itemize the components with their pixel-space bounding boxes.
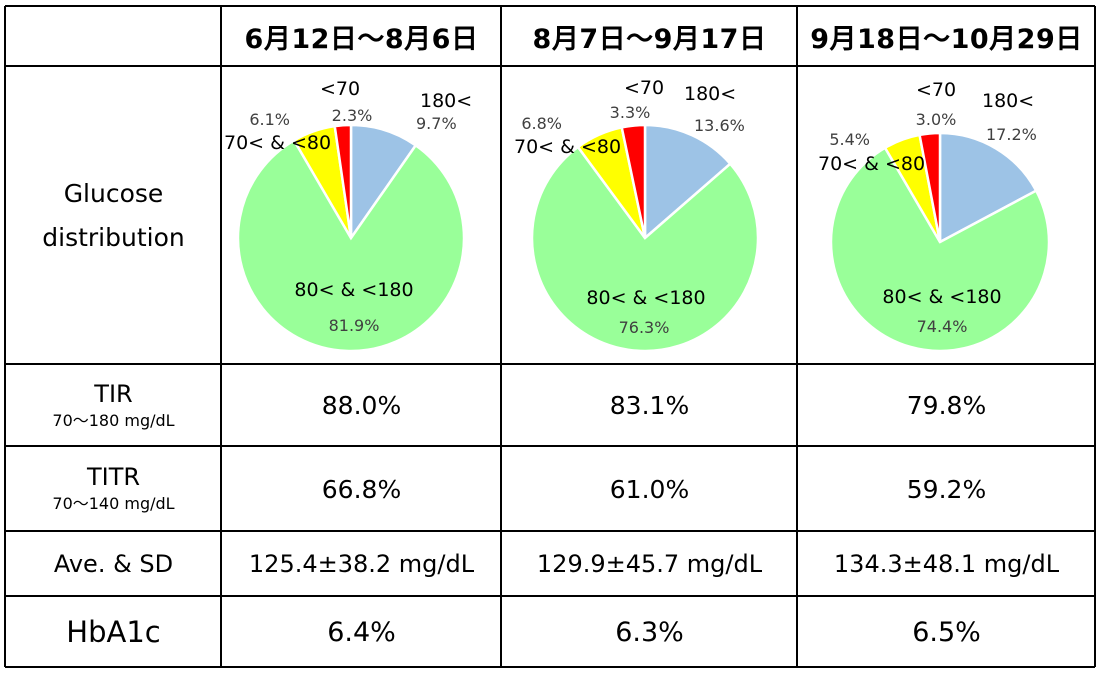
pie2-category-label-very-low: <70 <box>624 77 664 99</box>
pie2-slice-high <box>643 123 732 241</box>
tir-value-3: 79.8% <box>906 391 987 420</box>
hba1c-value-1: 6.4% <box>327 616 396 648</box>
period-header-3: 9月18日〜10月29日 <box>810 24 1083 55</box>
pie2-category-label-high: 180< <box>684 83 736 105</box>
pie3-category-label-high: 180< <box>982 90 1034 112</box>
hba1c-value-3: 6.5% <box>912 616 981 648</box>
pie1-category-label-in-range: 80< & <180 <box>294 279 413 301</box>
pie3-slice-very-low <box>918 131 942 243</box>
pie3-category-label-in-range: 80< & <180 <box>882 286 1001 308</box>
period-header-2: 8月7日〜9月17日 <box>532 24 767 55</box>
titr-label-main: TITR <box>86 463 141 491</box>
tir-label-range: 70〜180 mg/dL <box>52 410 175 430</box>
titr-value-2: 61.0% <box>609 474 690 504</box>
average-value-1: 125.4±38.2 mg/dL <box>248 550 475 578</box>
pie1-slice-in-range <box>236 138 466 353</box>
period-header-1: 6月12日〜8月6日 <box>244 24 479 55</box>
pie3-value-label-very-low: 3.0% <box>916 110 957 129</box>
pie2-value-label-low-70-80: 6.8% <box>521 114 562 133</box>
titr-value-3: 59.2% <box>906 474 987 504</box>
pie2-value-label-in-range: 76.3% <box>619 318 670 337</box>
average-value-3: 134.3±48.1 mg/dL <box>833 550 1060 578</box>
pie1-value-label-high: 9.7% <box>416 114 457 133</box>
pie3-value-label-high: 17.2% <box>986 125 1037 144</box>
pie3-value-label-in-range: 74.4% <box>917 317 968 336</box>
tir-label: TIR 70〜180 mg/dL <box>6 365 221 446</box>
pie2-value-label-high: 13.6% <box>694 116 745 135</box>
titr-value-1: 66.8% <box>321 474 402 504</box>
pie1-category-label-high: 180< <box>420 90 472 112</box>
pie2-slice-very-low <box>620 123 647 239</box>
titr-label-range: 70〜140 mg/dL <box>52 494 175 513</box>
glucose-distribution-label: Glucose distribution <box>6 67 221 364</box>
pie1-slice-very-low <box>333 123 353 239</box>
glucose-label-line2: distribution <box>42 222 185 252</box>
glucose-pie-chart-3: 180< 80< & <180 70< & <80 <70 17.2% 74.4% 5.4%… <box>818 79 1051 353</box>
tir-value-1: 88.0% <box>321 391 402 420</box>
pie3-slice-high <box>938 131 1038 245</box>
pie1-category-label-low-70-80: 70< & <80 <box>224 132 331 154</box>
pie1-category-label-very-low: <70 <box>320 78 360 100</box>
pie3-slice-in-range <box>829 146 1051 353</box>
pie1-value-label-low-70-80: 6.1% <box>249 110 290 129</box>
pie1-value-label-very-low: 2.3% <box>332 106 373 125</box>
average-sd-label: Ave. & SD <box>53 550 174 578</box>
tir-value-2: 83.1% <box>609 391 690 420</box>
average-value-2: 129.9±45.7 mg/dL <box>536 550 763 578</box>
glucose-pie-chart-2: 180< 80< & <180 70< & <80 <70 13.6% 76.3% 6.8%… <box>514 77 760 353</box>
pie2-category-label-low-70-80: 70< & <80 <box>514 136 621 158</box>
pie2-category-label-in-range: 80< & <180 <box>586 287 705 309</box>
hba1c-value-2: 6.3% <box>615 616 684 648</box>
glucose-pie-chart-1: 180< 80< & <180 70< & <80 <70 9.7% 81.9% 6.1% 2… <box>224 78 472 353</box>
pie1-value-label-in-range: 81.9% <box>329 316 380 335</box>
titr-label: TITR 70〜140 mg/dL <box>6 447 221 531</box>
pie3-value-label-low-70-80: 5.4% <box>829 130 870 149</box>
pie3-category-label-low-70-80: 70< & <80 <box>818 153 925 175</box>
tir-label-main: TIR <box>94 379 133 408</box>
glucose-label-line1: Glucose <box>63 178 164 208</box>
pie2-slice-in-range <box>530 145 760 353</box>
pie2-value-label-very-low: 3.3% <box>610 103 651 122</box>
pie3-category-label-very-low: <70 <box>916 79 956 101</box>
hba1c-label: HbA1c <box>66 615 161 649</box>
